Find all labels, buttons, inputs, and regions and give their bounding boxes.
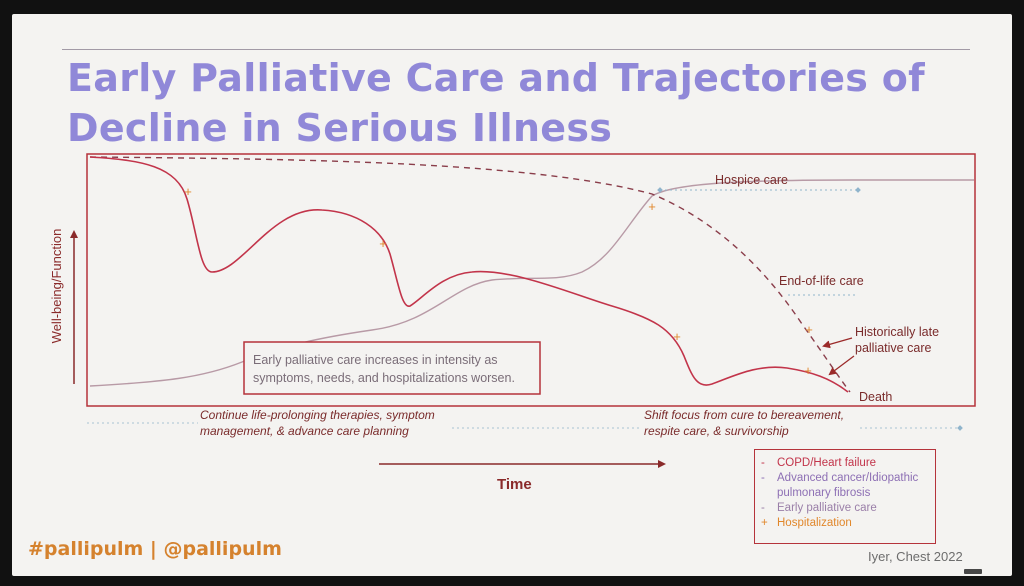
legend-item-copd-heart-failure: - COPD/Heart failure — [761, 456, 935, 471]
legend-label: COPD/Heart failure — [777, 457, 877, 469]
legend-prefix: + — [761, 517, 768, 529]
slide-title-line-2: Decline in Serious Illness — [67, 106, 613, 150]
trajectory-diagram: Well-being/Function + + + + + + Hospice … — [49, 153, 976, 493]
legend-prefix: - — [761, 502, 765, 514]
shift-focus-line-1: Shift focus from cure to bereavement, — [644, 408, 844, 422]
early-palliative-box-line-2: symptoms, needs, and hospitalizations wo… — [253, 371, 515, 385]
legend: - COPD/Heart failure - Advanced cancer/I… — [754, 449, 936, 544]
hospitalization-marker: + — [804, 363, 812, 378]
logo-chip — [964, 569, 982, 574]
hashtag-text: #pallipulm | @pallipulm — [28, 538, 282, 560]
hospitalization-marker: + — [184, 184, 192, 199]
legend-label: Advanced cancer/Idiopathic pulmonary fib… — [777, 472, 919, 499]
slide-title-line-1: Early Palliative Care and Trajectories o… — [67, 56, 925, 100]
early-palliative-box-line-1: Early palliative care increases in inten… — [253, 353, 498, 367]
title-rule — [62, 49, 970, 50]
citation-text: Iyer, Chest 2022 — [868, 549, 963, 564]
advanced-cancer-line — [89, 156, 851, 393]
historically-late-label-1: Historically late — [855, 325, 939, 339]
span-marker — [657, 187, 663, 193]
legend-label: Hospitalization — [777, 517, 852, 529]
death-label: Death — [859, 390, 892, 404]
hospitalization-marker: + — [673, 329, 681, 344]
diagram-frame — [86, 153, 976, 407]
early-palliative-box — [243, 341, 541, 395]
historically-late-arrow-1 — [822, 337, 853, 349]
continue-therapies-line-1: Continue life-prolonging therapies, symp… — [200, 408, 435, 422]
legend-prefix: - — [761, 457, 765, 469]
hospice-care-label: Hospice care — [715, 173, 788, 187]
legend-item-hospitalization: + Hospitalization — [761, 516, 935, 531]
time-axis-label: Time — [497, 476, 532, 493]
copd-heart-failure-line — [89, 156, 849, 393]
hospitalization-marker: + — [379, 236, 387, 251]
span-marker — [855, 187, 861, 193]
continue-therapies-line-2: management, & advance care planning — [200, 424, 409, 438]
legend-item-advanced-cancer: - Advanced cancer/Idiopathic pulmonary f… — [761, 471, 935, 501]
historically-late-arrow-2 — [828, 355, 855, 376]
hospitalization-marker: + — [805, 322, 813, 337]
legend-label: Early palliative care — [777, 502, 877, 514]
legend-prefix: - — [761, 472, 765, 484]
slide: Early Palliative Care and Trajectories o… — [12, 14, 1012, 576]
end-of-life-care-label: End-of-life care — [779, 274, 864, 288]
hospitalization-marker: + — [648, 199, 656, 214]
span-marker — [957, 425, 963, 431]
shift-focus-line-2: respite care, & survivorship — [644, 424, 789, 438]
historically-late-label-2: palliative care — [855, 341, 931, 355]
legend-item-early-palliative-care: - Early palliative care — [761, 501, 935, 516]
hospitalization-markers: + + + + + + — [184, 184, 813, 378]
y-axis-label: Well-being/Function — [49, 229, 64, 344]
